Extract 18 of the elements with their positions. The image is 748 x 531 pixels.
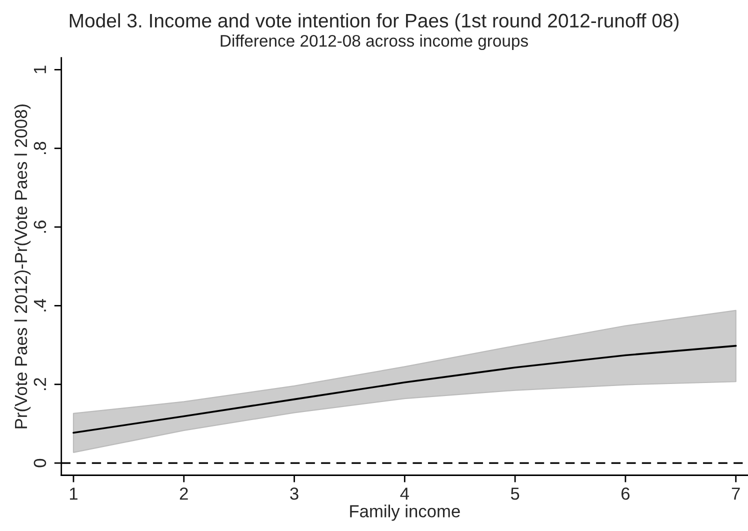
- x-tick-label: 6: [622, 488, 630, 500]
- chart-title: Model 3. Income and vote intention for Paes (1st round 2012-runoff 08): [70, 13, 679, 32]
- y-tick-label: 0: [34, 458, 46, 468]
- x-tick-label: 2: [180, 488, 188, 500]
- y-tick-label: .2: [34, 378, 46, 390]
- line-series: [72, 344, 737, 434]
- x-axis-title: Family income: [350, 504, 460, 521]
- y-axis-title: Pr(Vote Paes l 2012)-Pr(Vote Paes l 2008): [14, 104, 31, 428]
- y-tick-label: .4: [34, 298, 46, 312]
- chart-subtitle: Difference 2012-08 across income groups: [220, 34, 528, 50]
- x-tick-label: 5: [510, 488, 520, 500]
- y-tick-label: .6: [34, 220, 46, 233]
- x-tick-label: 7: [732, 488, 740, 500]
- y-tick-label: 1: [34, 66, 46, 74]
- x-tick-label: 3: [290, 488, 298, 500]
- y-tick-label: .8: [34, 142, 46, 154]
- x-tick-label: 1: [70, 488, 78, 500]
- x-tick-label: 4: [400, 488, 409, 500]
